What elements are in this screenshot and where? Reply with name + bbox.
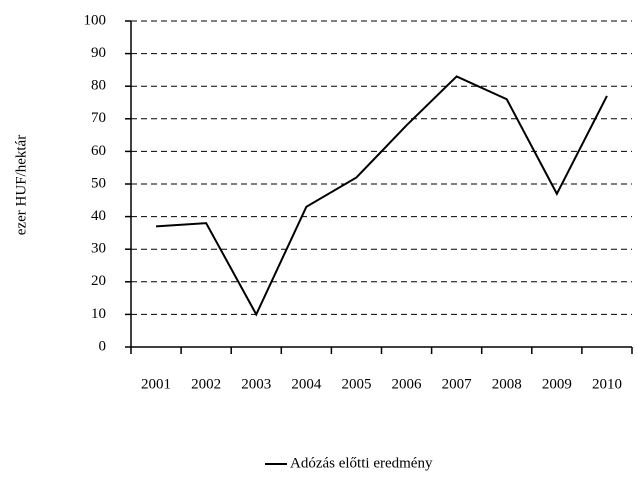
data-line [155, 75, 608, 317]
y-tick-label: 0 [99, 338, 107, 354]
x-tick-label: 2002 [191, 376, 221, 392]
x-tick-label: 2003 [241, 376, 271, 392]
x-tick-label: 2004 [291, 376, 322, 392]
y-tick-label: 80 [91, 78, 106, 94]
x-tick-label: 2001 [141, 376, 171, 392]
x-tick-label: 2010 [592, 376, 622, 392]
x-tick-label: 2009 [542, 376, 572, 392]
y-tick-label: 50 [91, 175, 106, 191]
y-tick-label: 30 [91, 241, 106, 257]
y-tick-label: 100 [84, 12, 107, 28]
y-tick-label: 70 [91, 110, 106, 126]
x-tick-label: 2008 [492, 376, 522, 392]
legend-label: Adózás előtti eredmény [290, 455, 433, 471]
x-tick-label: 2006 [392, 376, 423, 392]
x-tick-label: 2007 [442, 376, 473, 392]
y-tick-label: 60 [91, 143, 106, 159]
y-tick-label: 90 [91, 45, 106, 61]
y-tick-label: 20 [91, 273, 106, 289]
y-axis-label: ezer HUF/hektár [13, 135, 29, 235]
y-tick-label: 40 [91, 208, 106, 224]
x-tick-label: 2005 [341, 376, 371, 392]
y-tick-label: 10 [91, 306, 106, 322]
